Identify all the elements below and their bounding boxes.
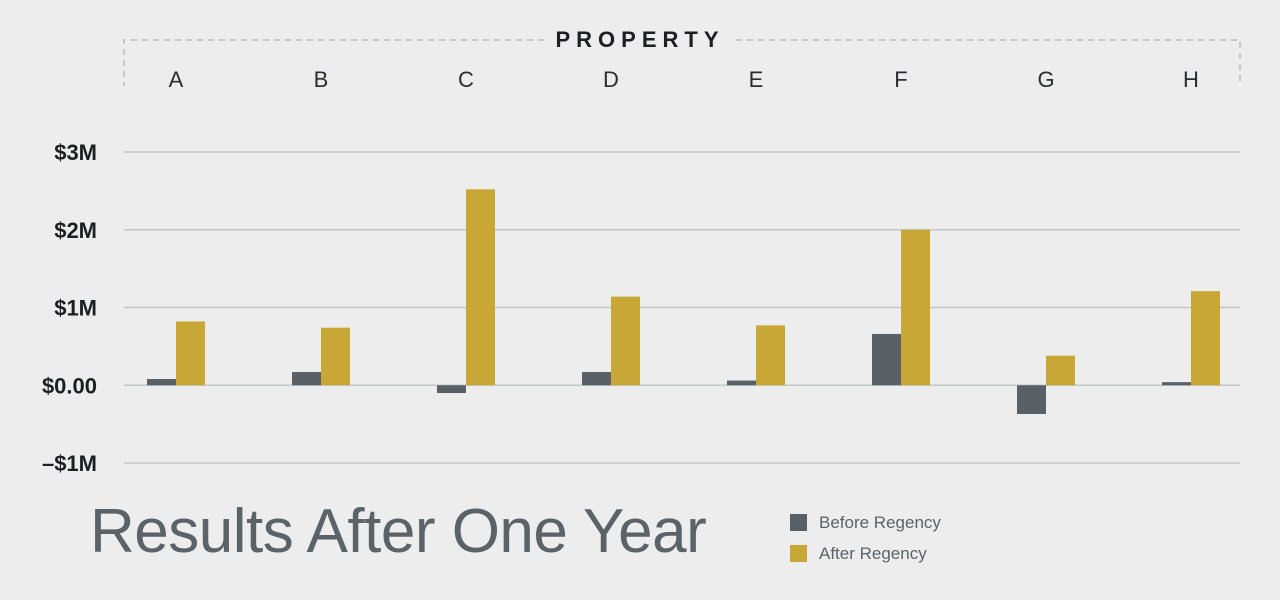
property-frame-line (123, 39, 1241, 86)
legend-swatch-before (790, 514, 807, 531)
bar-before-a (147, 379, 176, 386)
y-tick-label: $0.00 (42, 373, 97, 398)
category-label: F (894, 67, 907, 92)
bars (147, 189, 1220, 415)
bar-after-b (321, 327, 350, 386)
property-axis-frame: PROPERTY (123, 27, 1241, 86)
bar-after-d (611, 296, 640, 386)
category-label: C (458, 67, 474, 92)
legend-label-before: Before Regency (819, 512, 941, 532)
legend: Before Regency After Regency (790, 507, 941, 569)
bar-before-d (582, 372, 611, 386)
category-label: A (169, 67, 184, 92)
category-label: G (1037, 67, 1054, 92)
y-tick-label: $3M (54, 140, 97, 165)
y-tick-label: $1M (54, 296, 97, 321)
y-axis-ticks: $3M $2M $1M $0.00 –$1M (42, 140, 97, 476)
bar-before-e (727, 380, 756, 386)
category-label: H (1183, 67, 1199, 92)
bar-after-h (1191, 291, 1220, 386)
bar-before-g (1017, 385, 1046, 415)
bar-after-e (756, 325, 785, 386)
bar-after-c (466, 189, 495, 386)
y-tick-label: –$1M (42, 451, 97, 476)
bar-before-b (292, 372, 321, 386)
category-label: B (314, 67, 329, 92)
category-label: E (749, 67, 764, 92)
legend-label-after: After Regency (819, 543, 927, 563)
legend-swatch-after (790, 545, 807, 562)
legend-item-before: Before Regency (790, 507, 941, 538)
bar-after-a (176, 321, 205, 386)
property-axis-title: PROPERTY (555, 27, 724, 52)
category-labels: A B C D E F G H (169, 67, 1199, 92)
bar-after-g (1046, 355, 1075, 386)
legend-item-after: After Regency (790, 538, 941, 569)
bar-before-f (872, 333, 901, 386)
chart-title: Results After One Year (90, 497, 707, 566)
bar-before-c (437, 385, 466, 394)
bar-before-h (1162, 382, 1191, 386)
bar-after-f (901, 229, 930, 386)
y-tick-label: $2M (54, 218, 97, 243)
category-label: D (603, 67, 619, 92)
gridlines (124, 151, 1240, 464)
